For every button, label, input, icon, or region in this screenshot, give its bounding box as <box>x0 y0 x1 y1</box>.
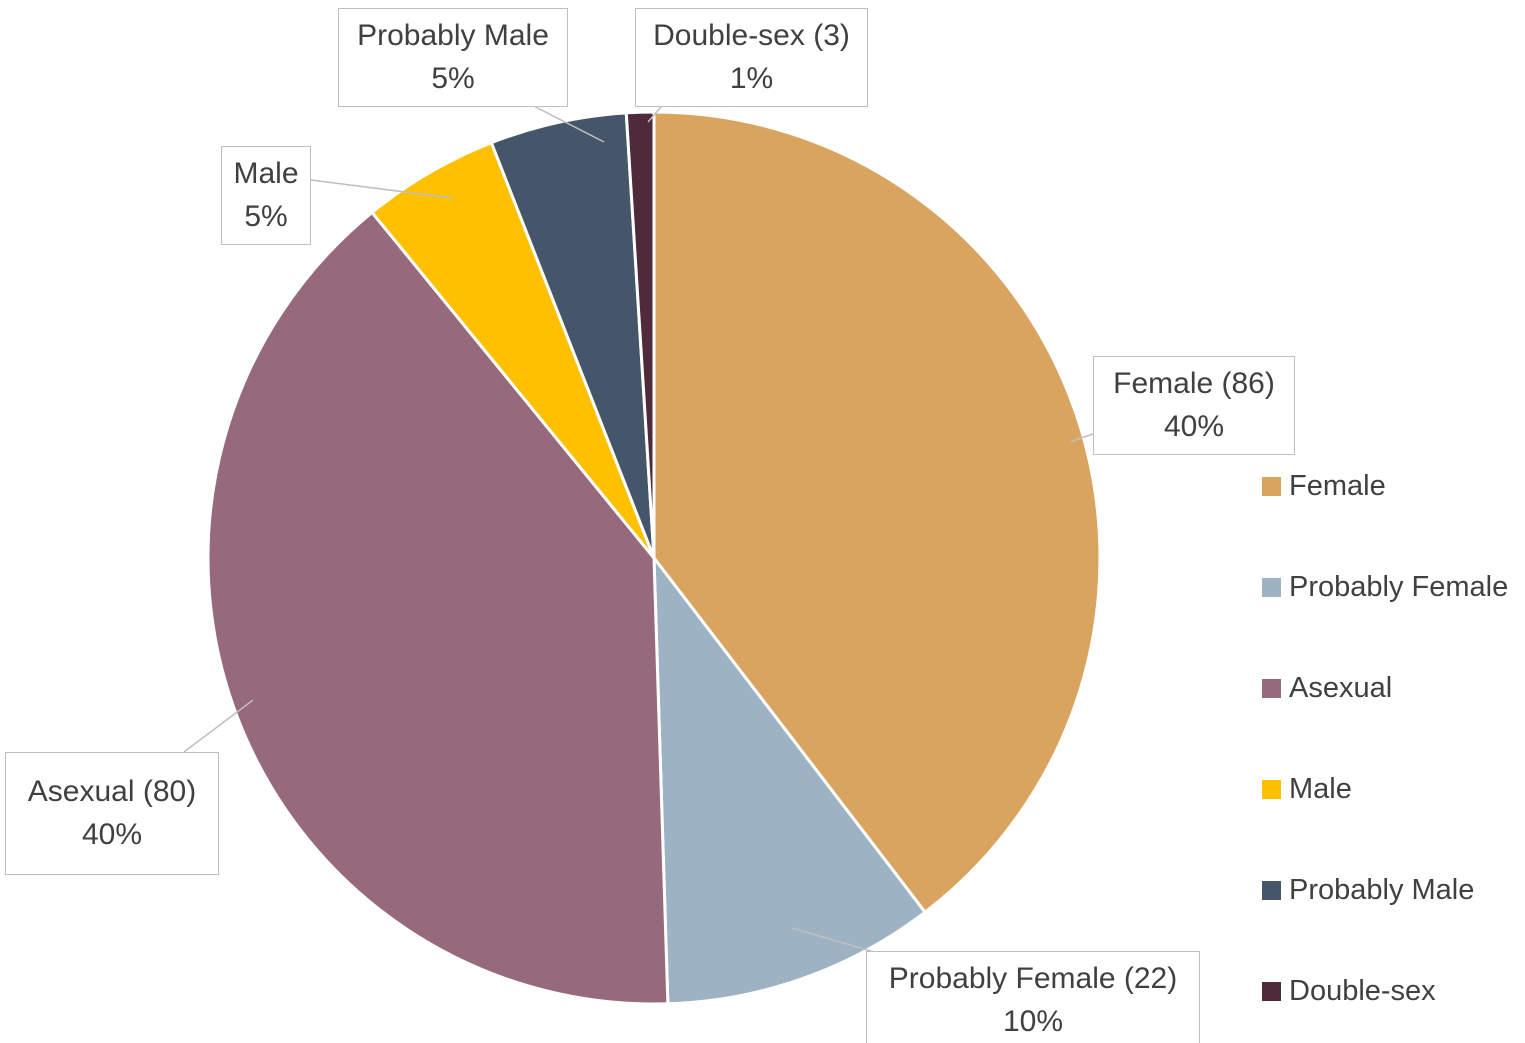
callout-asexual: Asexual (80) 40% <box>5 752 219 876</box>
callout-asexual-percent: 40% <box>81 817 143 851</box>
callout-double-sex-label: Double-sex (3) <box>653 19 850 52</box>
callout-leader-line <box>183 699 254 753</box>
legend: Female Probably Female Asexual Male Prob… <box>1262 470 1508 1008</box>
legend-label-female: Female <box>1289 470 1386 502</box>
callout-asexual-label: Asexual (80) <box>27 775 197 808</box>
callout-probably-female: Probably Female (22) 10% <box>866 951 1200 1043</box>
callout-leader-line <box>791 927 872 952</box>
pie-slice-asexual <box>206 210 670 1006</box>
callout-male: Male 5% <box>221 146 311 246</box>
legend-label-male: Male <box>1289 773 1352 805</box>
legend-label-asexual: Asexual <box>1289 672 1393 704</box>
pie-slice-female <box>652 110 1102 914</box>
legend-item-probably-male: Probably Male <box>1262 874 1508 907</box>
callout-double-sex-percent: 1% <box>729 61 774 95</box>
legend-item-asexual: Asexual <box>1262 672 1508 705</box>
legend-item-double-sex: Double-sex <box>1262 975 1508 1008</box>
legend-label-probably-female: Probably Female <box>1289 571 1509 603</box>
pie-slice-probably-female <box>652 556 927 1006</box>
callout-probably-male-label: Probably Male <box>357 19 549 52</box>
legend-swatch-probably-female <box>1262 578 1281 597</box>
legend-label-probably-male: Probably Male <box>1289 874 1475 906</box>
legend-swatch-probably-male <box>1262 881 1281 900</box>
callout-female-percent: 40% <box>1163 409 1225 443</box>
callout-male-label: Male <box>233 157 299 190</box>
callout-male-percent: 5% <box>244 199 288 233</box>
legend-swatch-asexual <box>1262 679 1281 698</box>
callout-double-sex: Double-sex (3) 1% <box>635 8 868 108</box>
callout-probably-female-percent: 10% <box>1002 1004 1064 1038</box>
callout-probably-male: Probably Male 5% <box>338 8 568 108</box>
legend-swatch-female <box>1262 477 1281 496</box>
callout-probably-male-percent: 5% <box>431 61 475 95</box>
pie-slice-double-sex <box>624 110 656 560</box>
legend-item-female: Female <box>1262 470 1508 503</box>
callout-female-label: Female (86) <box>1113 367 1275 400</box>
callout-female: Female (86) 40% <box>1093 356 1295 456</box>
legend-swatch-male <box>1262 780 1281 799</box>
legend-item-male: Male <box>1262 773 1508 806</box>
callout-leader-line <box>1069 433 1094 443</box>
legend-item-probably-female: Probably Female <box>1262 571 1508 604</box>
callout-leader-line <box>310 179 453 199</box>
legend-label-double-sex: Double-sex <box>1289 975 1436 1007</box>
legend-swatch-double-sex <box>1262 982 1281 1001</box>
callout-probably-female-label: Probably Female (22) <box>888 962 1178 995</box>
